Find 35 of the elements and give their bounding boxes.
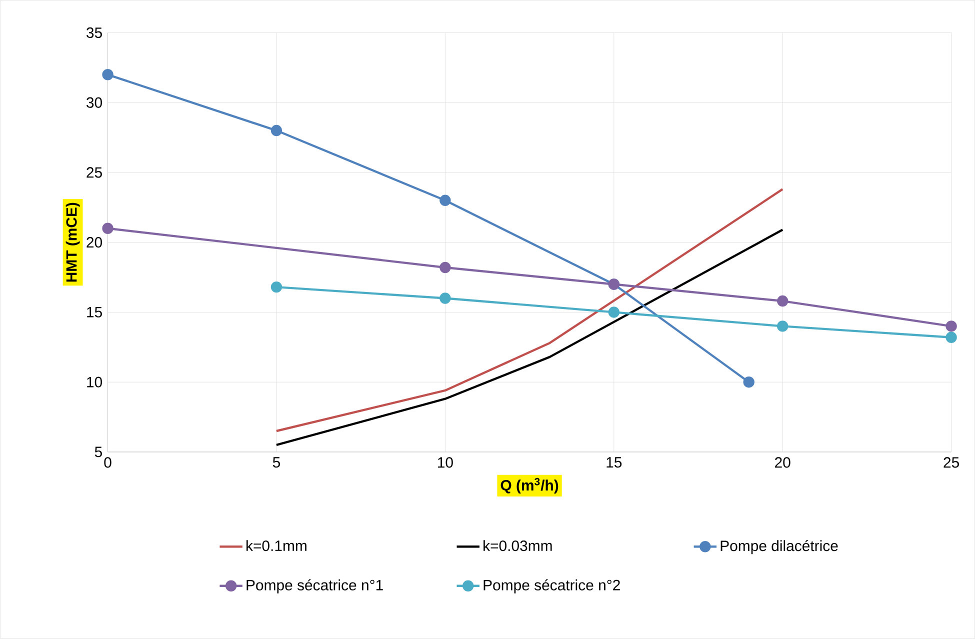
x-tick-label: 5 [272,457,280,468]
legend-label: Pompe sécatrice n°2 [484,579,620,594]
y-tick-label: 35 [86,28,102,38]
y-tick-label: 15 [87,307,102,318]
point [440,292,451,304]
legend-label: k=0.1mm [246,540,306,552]
x-tick-label: 20 [775,457,790,468]
y-tick-label: 25 [86,167,102,178]
point [946,320,957,332]
line-series [275,188,784,432]
y-axis-title: HMT (mCE) [66,202,80,282]
y-tick-label: 10 [87,376,102,388]
x-tick-label: 10 [438,457,453,468]
x-tick-label: 25 [944,457,959,468]
y-tick-label: 30 [86,97,102,108]
legend-label: k=0.03mm [484,540,552,552]
x-tick-label: 0 [104,457,112,468]
legend-label: Pompe dilacétrice [720,540,838,554]
x-tick-label: 15 [606,457,622,468]
point [946,332,957,344]
point [270,282,282,293]
text: Q (m$^{3}$/h) [500,478,558,494]
line-series [275,228,784,446]
point [743,376,754,388]
legend-label: Pompe sécatrice n°1 [246,579,383,594]
point [776,320,788,332]
point [102,222,114,234]
point [440,194,451,206]
y-tick-label: 20 [86,237,102,248]
y-tick-label: 5 [94,446,102,458]
point [440,262,451,274]
point [608,306,620,318]
point [776,296,788,307]
point [270,125,282,136]
point [102,69,114,80]
